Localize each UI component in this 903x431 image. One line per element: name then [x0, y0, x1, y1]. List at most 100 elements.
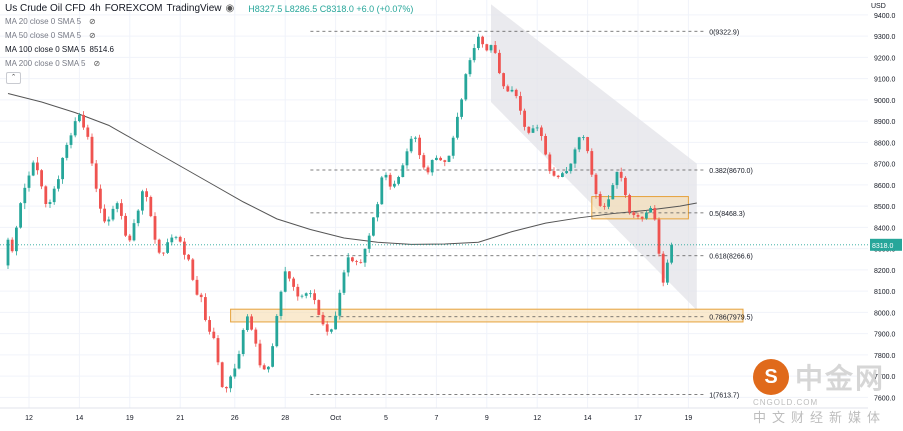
candle-body [237, 354, 241, 369]
time-tick-label: 19 [685, 415, 693, 422]
eye-hidden-icon[interactable]: ⊘ [93, 59, 101, 68]
price-tick-label: 9100.0 [874, 77, 896, 84]
watermark-tagline: 中文财经新媒体 [753, 410, 887, 425]
fib-label: 0.786(7979.5) [709, 315, 753, 322]
candle-body [535, 127, 539, 129]
candle-body [628, 195, 631, 213]
candle-body [187, 254, 190, 260]
eye-hidden-icon[interactable]: ⊘ [89, 31, 96, 40]
indicator-ma50[interactable]: MA 50 close 0 SMA 5 ⊘ [5, 31, 96, 40]
candle-body [78, 114, 81, 122]
indicator-label: MA 20 close 0 SMA 5 [5, 17, 82, 26]
candle-body [309, 293, 312, 295]
candle-body [19, 203, 22, 228]
candle-body [540, 127, 543, 136]
candle-body [115, 203, 119, 209]
candle-body [141, 191, 144, 211]
fib-label: 0.618(8266.6) [709, 254, 753, 261]
candle-body [94, 163, 98, 189]
candle-body [615, 171, 619, 186]
candle-body [178, 236, 182, 242]
indicator-ma200[interactable]: MA 200 close 0 SMA 5 ⊘ [5, 59, 100, 68]
candle-body [384, 174, 388, 178]
candle-body [481, 36, 484, 45]
candle-body [86, 127, 90, 137]
candle-body [300, 295, 304, 297]
price-tick-label: 9200.0 [874, 55, 896, 62]
price-axis[interactable]: 7600.0 7700.0 7800.0 7900.0 8000.0 8100.0 8200… [868, 0, 903, 431]
candle-body [380, 177, 384, 205]
candle-body [409, 138, 413, 152]
candle-body [582, 137, 585, 138]
ma100-line [7, 93, 697, 245]
candle-body [208, 320, 211, 332]
candle-body [502, 73, 505, 87]
ohlc-readout: H8327.5 L8286.5 C8318.0 +6.0 (+0.07%) [248, 3, 414, 14]
candle-body [422, 155, 426, 168]
candle-body [271, 346, 274, 367]
candle-body [372, 217, 375, 236]
candle-body [447, 155, 451, 162]
price-tick-label: 7600.0 [874, 395, 896, 402]
candle-body [153, 216, 157, 240]
candle-body [363, 248, 367, 263]
candle-body [61, 157, 64, 180]
candle-body [367, 235, 371, 249]
symbol-name[interactable]: Us Crude Oil CFD [5, 3, 86, 14]
eye-hidden-icon[interactable]: ⊘ [89, 17, 96, 26]
fib-label: 0.5(8468.3) [709, 211, 745, 218]
candle-body [48, 202, 52, 204]
candle-body [162, 252, 165, 254]
candle-body [23, 187, 27, 204]
candle-body [317, 300, 321, 315]
candle-body [460, 99, 463, 117]
candle-body [254, 329, 258, 344]
candle-body [195, 279, 199, 295]
candle-body [573, 149, 577, 164]
candle-body [586, 137, 589, 152]
time-tick-label: 26 [231, 415, 239, 422]
interval-label[interactable]: 4h [89, 3, 101, 14]
candle-body [225, 386, 228, 389]
candle-body [523, 110, 526, 127]
candle-body [607, 199, 610, 207]
price-tick-label: 9300.0 [874, 34, 896, 41]
time-axis[interactable]: 12 14 19 21 26 28 Oct 5 7 9 12 14 17 19 [0, 407, 903, 431]
candle-body [527, 126, 531, 133]
candle-body [645, 212, 648, 219]
eye-icon[interactable]: ◉ [225, 3, 235, 14]
candle-body [132, 223, 136, 241]
indicator-ma20[interactable]: MA 20 close 0 SMA 5 ⊘ [5, 17, 96, 26]
candle-body [199, 294, 203, 298]
candle-body [418, 137, 421, 156]
time-tick-label: 14 [584, 415, 592, 422]
candle-body [229, 376, 232, 389]
price-tick-label: 7700.0 [874, 374, 896, 381]
fib-label: 1(7613.7) [709, 392, 739, 399]
price-tick-label: 8700.0 [874, 162, 896, 169]
collapse-indicators-icon[interactable]: ⌃ [6, 72, 21, 84]
fib-label: 0(9322.9) [709, 29, 739, 36]
candle-body [90, 136, 94, 164]
price-tick-label: 8400.0 [874, 225, 896, 232]
candle-body [124, 215, 127, 236]
candle-body [250, 316, 253, 330]
indicator-label: MA 100 close 0 SMA 5 [5, 45, 86, 54]
candle-body [27, 175, 31, 188]
candle-body [355, 261, 358, 263]
candle-body [464, 74, 468, 100]
time-tick-label: 21 [176, 415, 184, 422]
time-axis-bg [0, 408, 903, 431]
candle-body [65, 144, 69, 158]
candle-body [233, 368, 237, 377]
candle-body [174, 236, 178, 238]
indicator-label: MA 200 close 0 SMA 5 [5, 59, 86, 68]
candle-body [57, 179, 60, 189]
candle-body [216, 338, 220, 363]
indicator-ma100[interactable]: MA 100 close 0 SMA 5 8514.6 [5, 45, 114, 54]
candle-body [426, 167, 430, 173]
candle-body [241, 330, 245, 355]
candle-body [405, 151, 409, 166]
currency-label[interactable]: USD [871, 3, 886, 10]
